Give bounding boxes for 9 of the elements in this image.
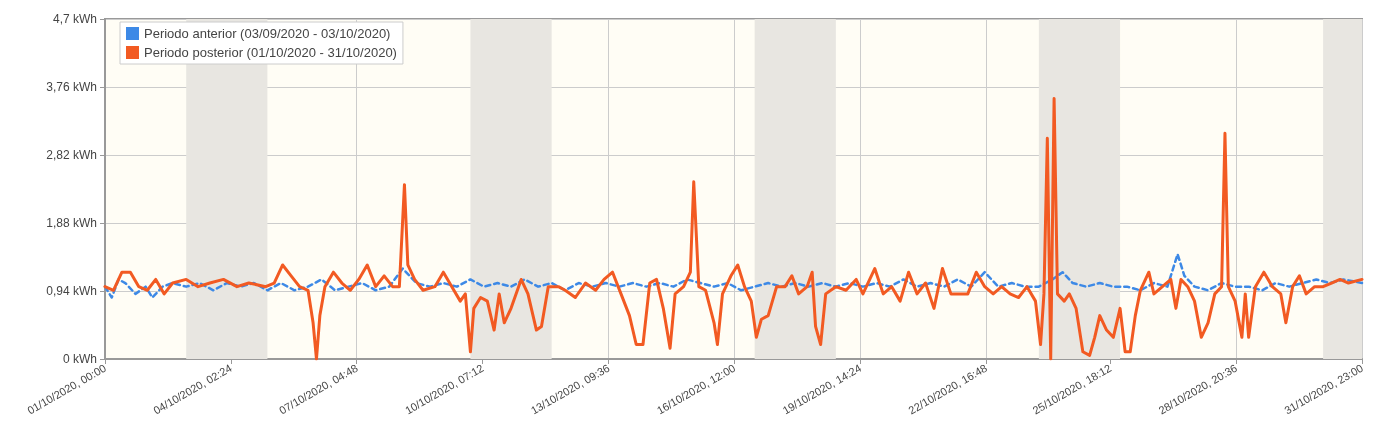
legend-label: Periodo posterior (01/10/2020 - 31/10/2020) (144, 45, 397, 60)
y-tick-label: 0 kWh (62, 352, 97, 366)
y-tick-label: 3,76 kWh (46, 80, 97, 94)
y-tick-label: 1,88 kWh (46, 216, 97, 230)
line-series (103, 252, 1364, 299)
y-tick-label: 2,82 kWh (46, 148, 97, 162)
legend-label: Periodo anterior (03/09/2020 - 03/10/2020) (144, 26, 391, 41)
y-tick-label: 4,7 kWh (52, 12, 97, 26)
y-tick-label: 0,94 kWh (46, 284, 97, 298)
